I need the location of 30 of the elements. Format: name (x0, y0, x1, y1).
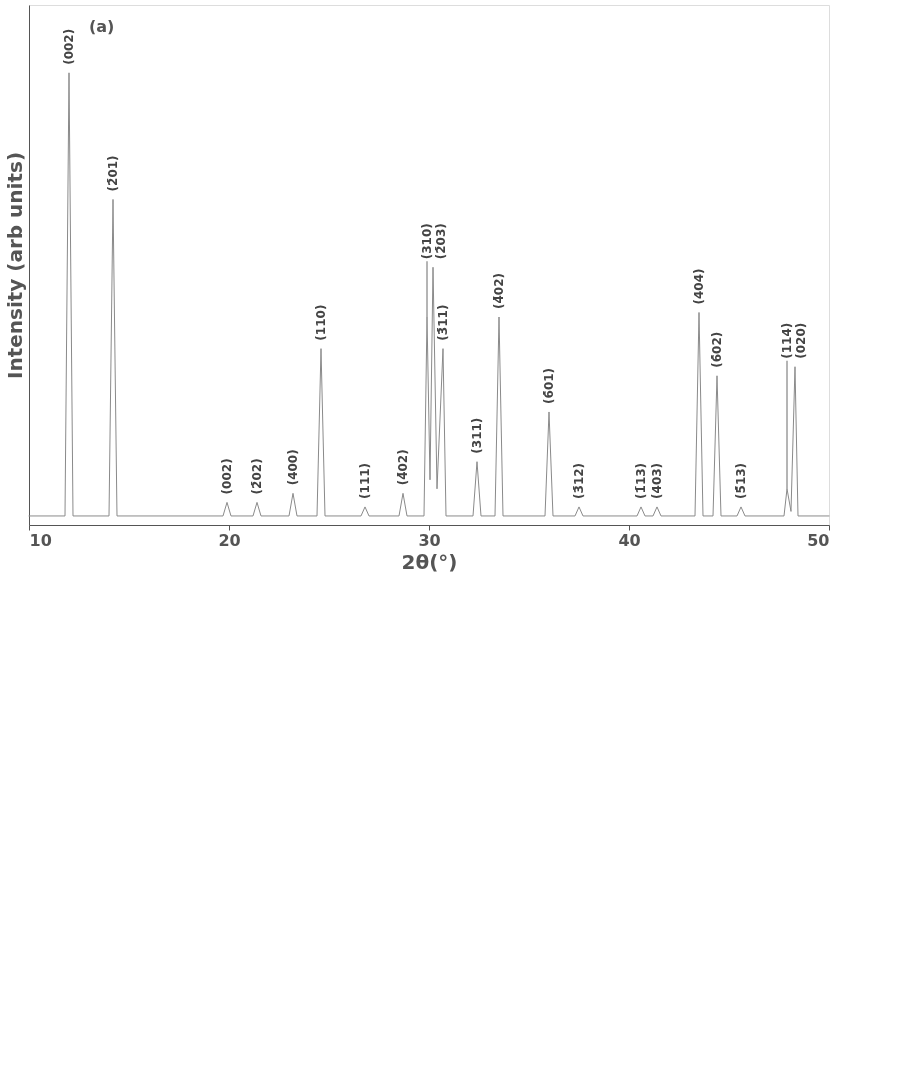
annotation: (002) (220, 458, 234, 495)
annotation: (5̄13) (734, 462, 748, 499)
annotation: (2̄01) (106, 155, 120, 192)
x-axis-title: 2θ(°) (401, 549, 458, 574)
annotation: (403) (650, 462, 664, 499)
annotation: (400) (286, 449, 300, 486)
annotation: (114) (780, 322, 794, 359)
annotation: (111) (358, 462, 372, 499)
annotation: (311) (470, 417, 484, 454)
annotation: (020) (794, 322, 808, 359)
annotation: (1̄13) (634, 462, 648, 499)
annotation: (3̄12) (572, 462, 586, 499)
annotation: (110) (314, 304, 328, 341)
annotation: (404) (692, 268, 706, 305)
x-tick-label: 10 (29, 530, 52, 550)
annotation: (002) (62, 28, 76, 65)
annotation: (310) (420, 223, 434, 260)
y-axis-title: Intensity (arb units) (2, 151, 27, 380)
annotation: (2̄02) (250, 458, 264, 495)
x-tick-label: 20 (218, 530, 241, 550)
annotation: (2̄03) (434, 223, 448, 260)
text: (a) (89, 17, 115, 36)
annotation: (3̄11) (436, 304, 450, 341)
annotation: (4̄02) (396, 449, 410, 486)
x-tick-label: 50 (807, 530, 830, 550)
annotation: (6̄02) (710, 331, 724, 368)
annotation: (4̄02) (492, 272, 506, 309)
annotation: (6̄01) (542, 367, 556, 404)
x-tick-label: 40 (618, 530, 641, 550)
x-tick-label: 30 (418, 530, 441, 550)
